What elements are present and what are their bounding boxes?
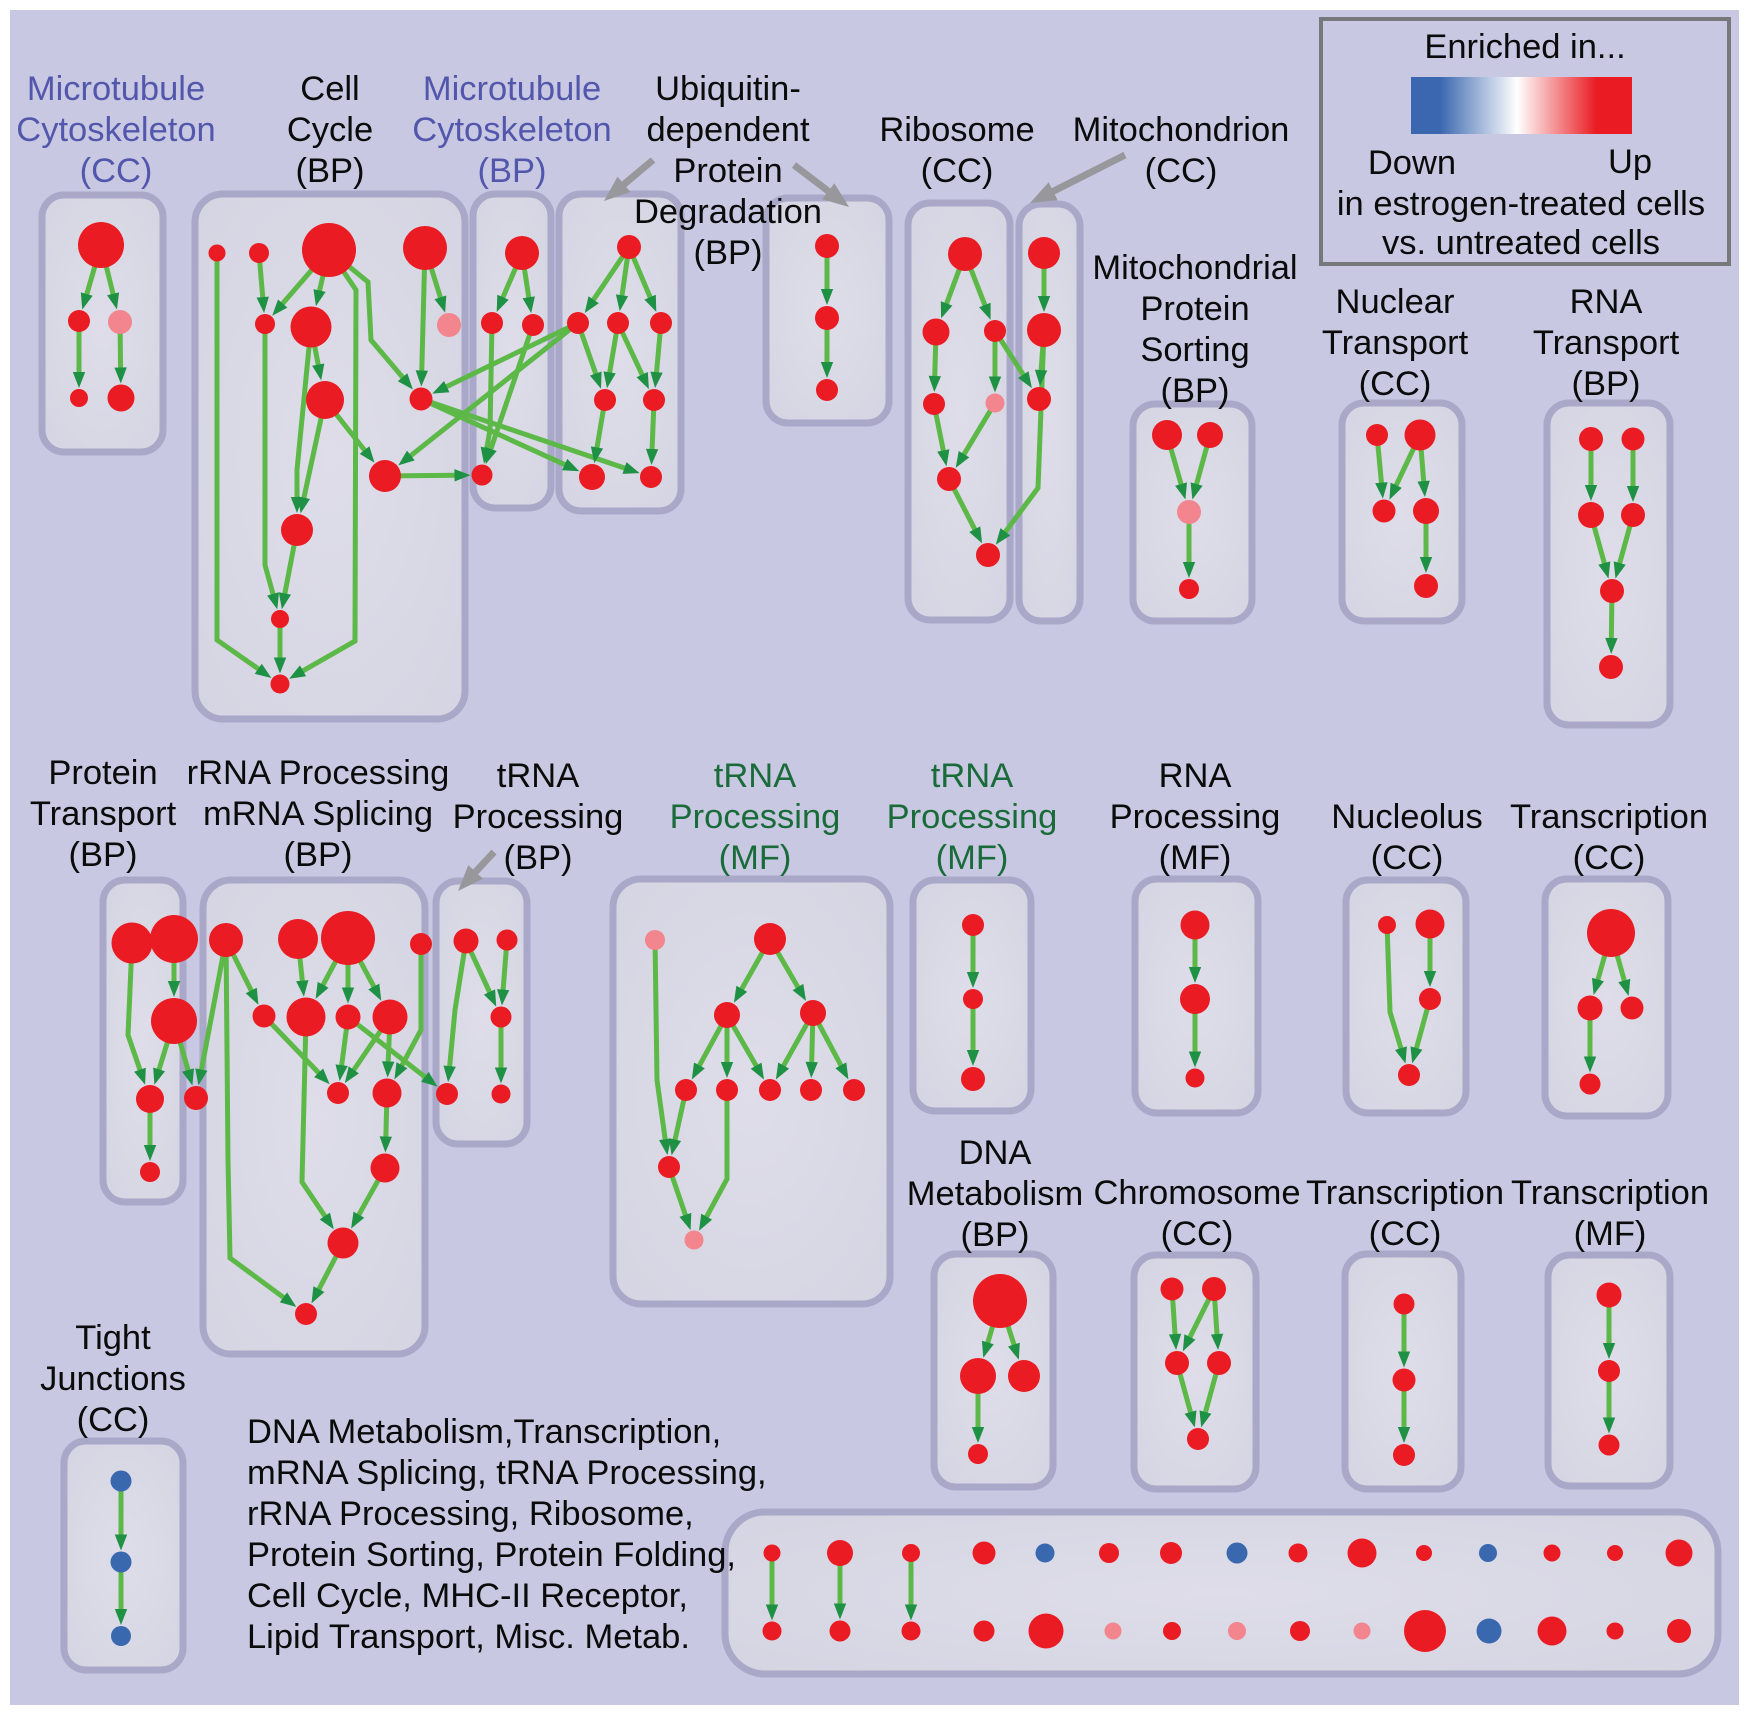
svg-text:Junctions: Junctions (40, 1360, 186, 1398)
svg-text:(BP): (BP) (1572, 365, 1641, 403)
svg-text:(BP): (BP) (961, 1216, 1030, 1254)
svg-text:Enriched in...: Enriched in... (1424, 28, 1625, 66)
svg-text:(CC): (CC) (1145, 152, 1218, 190)
svg-text:Mitochondrion: Mitochondrion (1073, 111, 1290, 149)
svg-text:mRNA Splicing: mRNA Splicing (203, 795, 433, 833)
svg-text:Down: Down (1368, 144, 1456, 182)
svg-text:Protein: Protein (673, 152, 782, 190)
svg-text:mRNA Splicing, tRNA Processing: mRNA Splicing, tRNA Processing, (247, 1454, 767, 1492)
svg-text:Transcription: Transcription (1306, 1174, 1504, 1212)
svg-text:Ribosome: Ribosome (879, 111, 1034, 149)
svg-text:(BP): (BP) (1161, 372, 1230, 410)
svg-text:dependent: dependent (646, 111, 809, 149)
svg-text:(BP): (BP) (284, 836, 353, 874)
svg-text:Cytoskeleton: Cytoskeleton (16, 111, 215, 149)
svg-text:Cell Cycle, MHC-II Receptor,: Cell Cycle, MHC-II Receptor, (247, 1577, 688, 1615)
svg-text:(BP): (BP) (69, 836, 138, 874)
svg-text:Cytoskeleton: Cytoskeleton (412, 111, 611, 149)
svg-text:RNA: RNA (1570, 283, 1643, 321)
svg-text:Processing: Processing (1110, 798, 1281, 836)
svg-text:Tight: Tight (75, 1319, 151, 1357)
svg-text:(CC): (CC) (1573, 839, 1646, 877)
svg-text:Transport: Transport (1533, 324, 1680, 362)
svg-text:(CC): (CC) (80, 152, 153, 190)
svg-text:(MF): (MF) (719, 839, 792, 877)
svg-text:Up: Up (1608, 143, 1652, 181)
svg-text:(CC): (CC) (1359, 365, 1432, 403)
svg-text:Nuclear: Nuclear (1336, 283, 1455, 321)
svg-text:Microtubule: Microtubule (27, 70, 205, 108)
svg-text:Transcription: Transcription (1511, 1174, 1709, 1212)
svg-text:rRNA Processing: rRNA Processing (187, 754, 450, 792)
svg-text:(CC): (CC) (921, 152, 994, 190)
svg-text:tRNA: tRNA (497, 757, 579, 795)
svg-text:Processing: Processing (453, 798, 624, 836)
svg-text:(CC): (CC) (1161, 1215, 1234, 1253)
svg-text:Sorting: Sorting (1140, 331, 1249, 369)
svg-text:RNA: RNA (1159, 757, 1232, 795)
svg-text:rRNA Processing, Ribosome,: rRNA Processing, Ribosome, (247, 1495, 694, 1533)
svg-text:Mitochondrial: Mitochondrial (1092, 249, 1297, 287)
svg-text:(MF): (MF) (936, 839, 1009, 877)
svg-text:Protein Sorting, Protein Foldi: Protein Sorting, Protein Folding, (247, 1536, 736, 1574)
svg-text:(CC): (CC) (77, 1401, 150, 1439)
svg-text:Cell: Cell (300, 70, 359, 108)
svg-text:(CC): (CC) (1369, 1215, 1442, 1253)
svg-text:(BP): (BP) (296, 152, 365, 190)
svg-text:(MF): (MF) (1574, 1215, 1647, 1253)
svg-text:DNA Metabolism,Transcription,: DNA Metabolism,Transcription, (247, 1413, 721, 1451)
svg-text:tRNA: tRNA (714, 757, 796, 795)
svg-text:Microtubule: Microtubule (423, 70, 601, 108)
svg-text:DNA: DNA (959, 1134, 1032, 1172)
svg-text:Protein: Protein (48, 754, 157, 792)
svg-text:vs. untreated cells: vs. untreated cells (1382, 224, 1660, 262)
svg-text:tRNA: tRNA (931, 757, 1013, 795)
svg-text:(CC): (CC) (1371, 839, 1444, 877)
svg-text:in estrogen-treated cells: in estrogen-treated cells (1337, 185, 1705, 223)
svg-text:Lipid Transport, Misc. Metab.: Lipid Transport, Misc. Metab. (247, 1618, 690, 1656)
svg-text:Processing: Processing (670, 798, 841, 836)
svg-text:Ubiquitin-: Ubiquitin- (655, 70, 801, 108)
svg-text:Processing: Processing (887, 798, 1058, 836)
svg-text:Chromosome: Chromosome (1093, 1174, 1300, 1212)
svg-text:Transcription: Transcription (1510, 798, 1708, 836)
svg-text:Transport: Transport (30, 795, 177, 833)
svg-text:(BP): (BP) (478, 152, 547, 190)
svg-text:Metabolism: Metabolism (907, 1175, 1083, 1213)
svg-text:Transport: Transport (1322, 324, 1469, 362)
svg-text:(BP): (BP) (504, 839, 573, 877)
svg-text:(MF): (MF) (1159, 839, 1232, 877)
svg-text:Cycle: Cycle (287, 111, 373, 149)
svg-text:Degradation: Degradation (634, 193, 822, 231)
svg-text:Nucleolus: Nucleolus (1331, 798, 1483, 836)
svg-text:Protein: Protein (1140, 290, 1249, 328)
svg-text:(BP): (BP) (694, 234, 763, 272)
